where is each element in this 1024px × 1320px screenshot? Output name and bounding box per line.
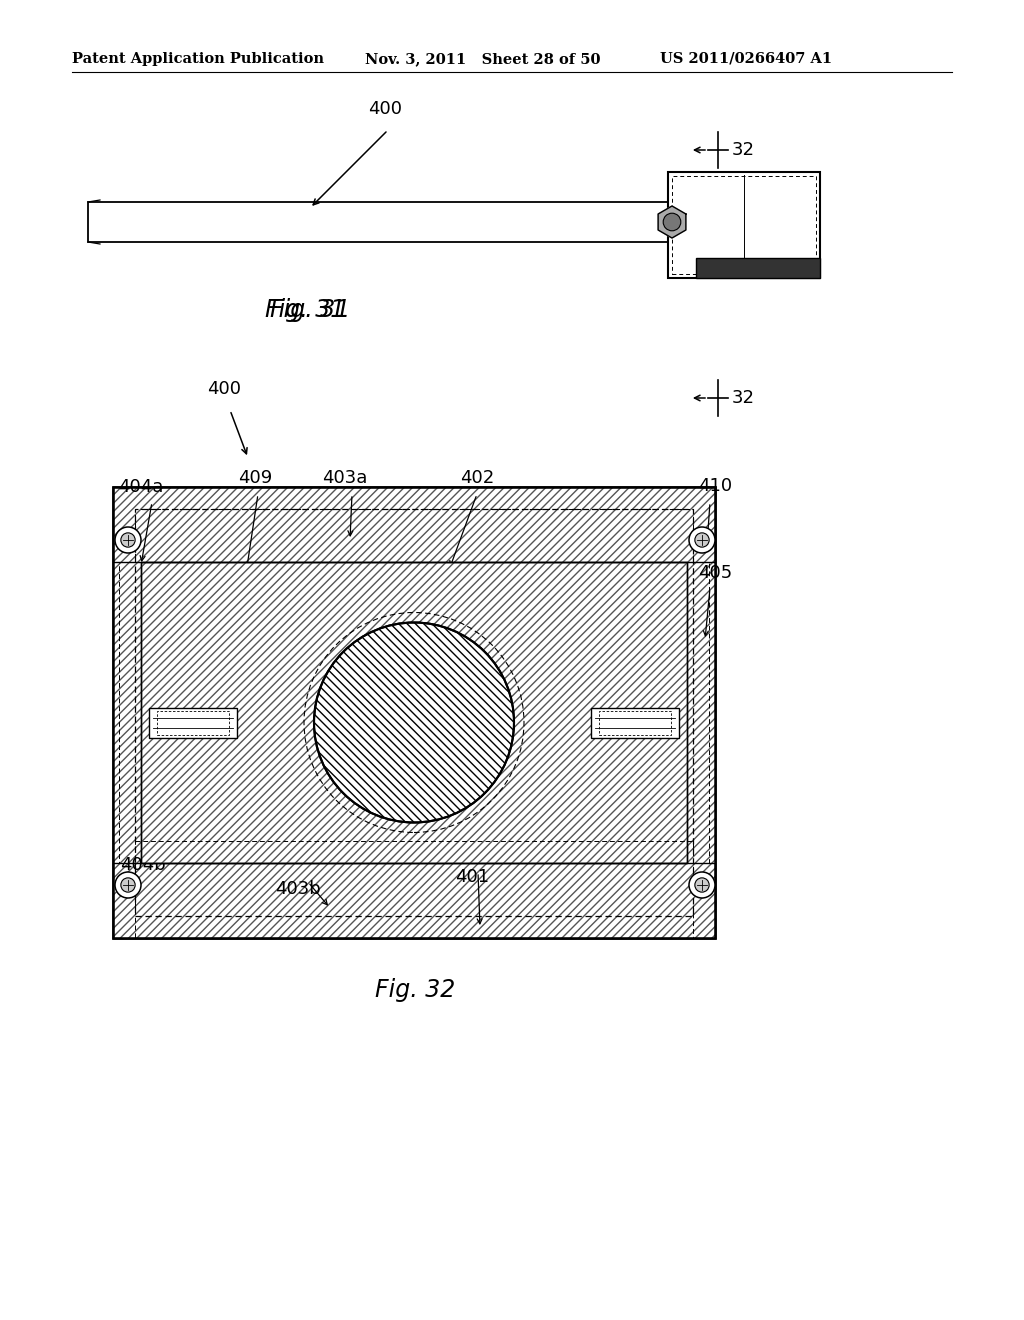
Bar	[113, 487, 715, 562]
Text: 402: 402	[460, 469, 495, 487]
Bar	[599, 710, 671, 734]
Text: 404b: 404b	[120, 855, 166, 874]
Bar	[135, 841, 693, 939]
Bar	[135, 510, 693, 562]
Circle shape	[695, 533, 710, 548]
Text: 32: 32	[732, 141, 755, 158]
Circle shape	[314, 623, 514, 822]
Bar	[668, 172, 820, 279]
Text: 401: 401	[455, 869, 489, 886]
Circle shape	[689, 527, 715, 553]
Bar	[141, 562, 687, 863]
Polygon shape	[658, 206, 686, 238]
Circle shape	[121, 878, 135, 892]
Bar	[591, 708, 679, 738]
Text: 409: 409	[238, 469, 272, 487]
Text: Fig. 32: Fig. 32	[375, 978, 455, 1002]
Bar	[141, 562, 687, 863]
Bar	[113, 863, 715, 939]
Text: 404a: 404a	[118, 478, 164, 496]
Circle shape	[115, 873, 141, 898]
Text: 400: 400	[368, 100, 402, 117]
Bar	[150, 708, 237, 738]
Bar	[119, 562, 709, 863]
Text: Patent Application Publication: Patent Application Publication	[72, 51, 324, 66]
Bar	[88, 202, 668, 242]
Text: 400: 400	[207, 380, 241, 399]
Bar	[135, 510, 693, 916]
Circle shape	[121, 533, 135, 548]
Bar	[113, 562, 715, 863]
Bar	[113, 487, 715, 939]
Text: Nov. 3, 2011   Sheet 28 of 50: Nov. 3, 2011 Sheet 28 of 50	[365, 51, 600, 66]
Bar	[672, 176, 816, 275]
Text: 405: 405	[698, 564, 732, 582]
Text: Fig. 31: Fig. 31	[265, 298, 345, 322]
Bar	[113, 487, 715, 939]
Text: 32: 32	[732, 389, 755, 407]
Bar	[141, 562, 687, 863]
Text: 403b: 403b	[275, 880, 321, 898]
Circle shape	[664, 214, 681, 231]
Text: 403a: 403a	[322, 469, 368, 487]
Bar	[113, 487, 715, 939]
Text: US 2011/0266407 A1: US 2011/0266407 A1	[660, 51, 833, 66]
Circle shape	[695, 878, 710, 892]
Bar	[157, 710, 229, 734]
Text: Fig. 31: Fig. 31	[270, 298, 350, 322]
Circle shape	[115, 527, 141, 553]
Bar	[696, 257, 820, 279]
Bar	[113, 487, 715, 562]
Text: 410: 410	[698, 477, 732, 495]
Bar	[113, 863, 715, 939]
Circle shape	[689, 873, 715, 898]
